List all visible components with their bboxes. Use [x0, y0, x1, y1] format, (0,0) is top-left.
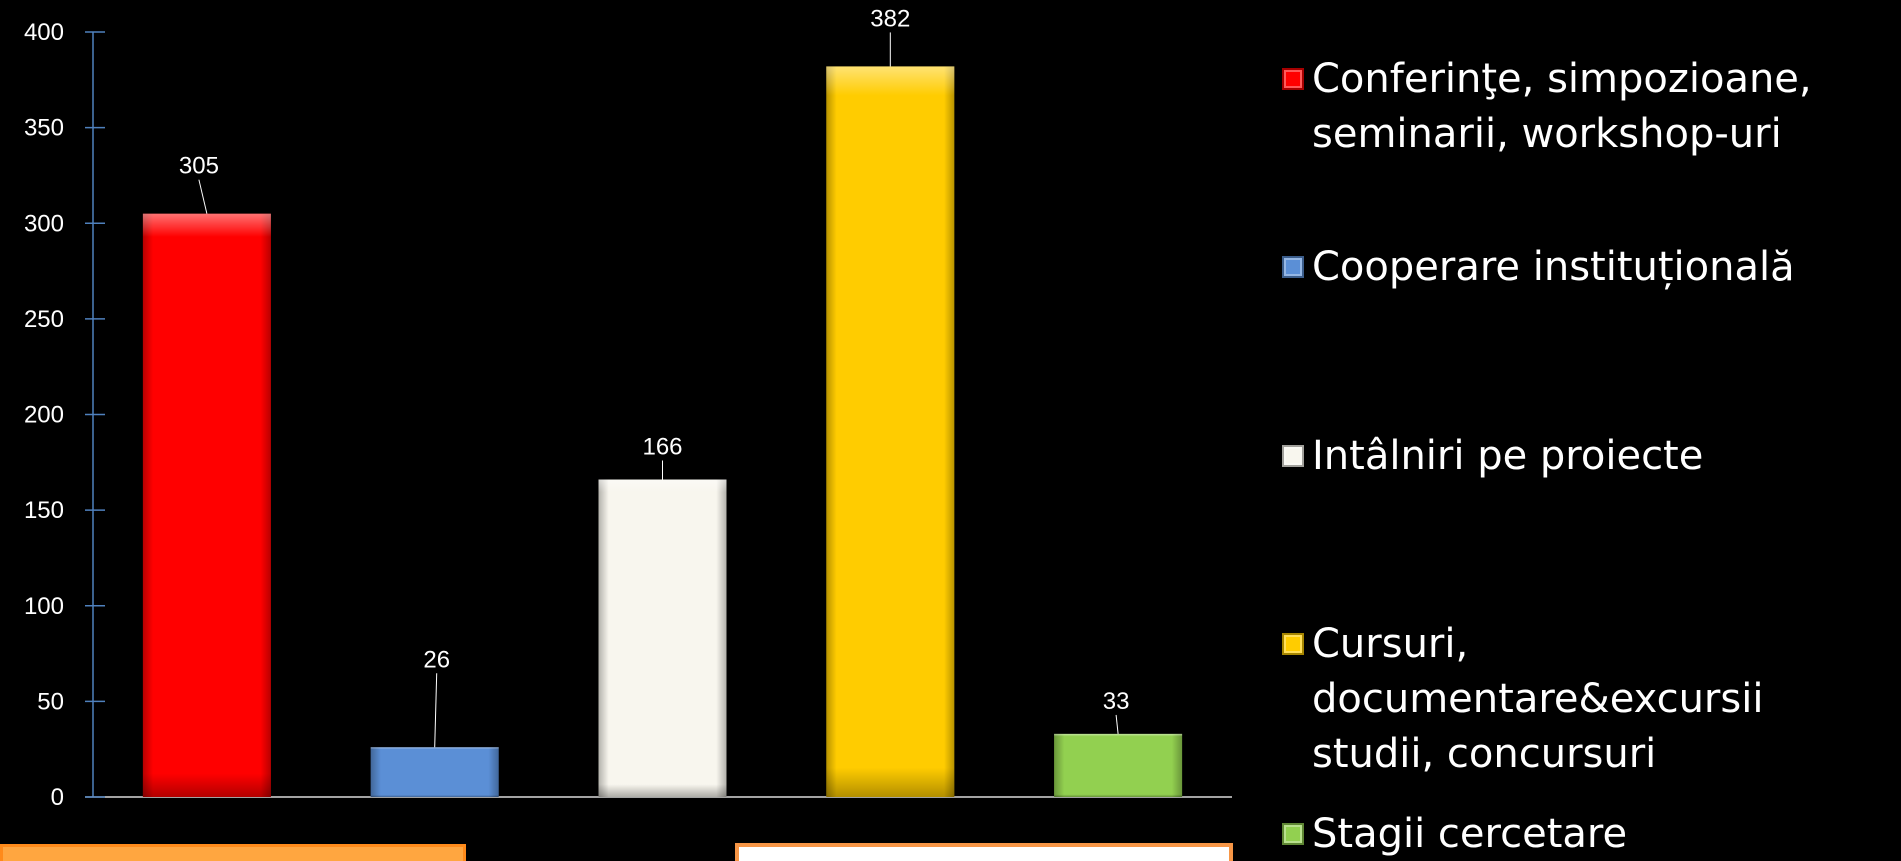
- legend-swatch: [1282, 256, 1304, 278]
- data-label: 305: [179, 153, 219, 180]
- axes: 0 50 100 150 200 250 300 350 400: [24, 19, 1232, 811]
- y-tick-label: 100: [24, 593, 64, 620]
- y-tick-label: 50: [37, 688, 64, 715]
- legend-item-cooperare: Cooperare instituțională: [1282, 240, 1872, 295]
- bar-highlight: [1054, 733, 1183, 797]
- bar-highlight: [598, 479, 727, 797]
- y-tick-label: 250: [24, 306, 64, 333]
- bottom-left-box: [0, 844, 466, 861]
- data-labels: 305 26 166 382 33: [179, 5, 1130, 748]
- data-label: 26: [423, 646, 450, 673]
- legend-label: Intâlniri pe proiecte: [1312, 433, 1704, 479]
- legend-label: Cooperare instituțională: [1312, 244, 1795, 290]
- bottom-right-box: [735, 843, 1233, 861]
- data-label: 166: [642, 434, 682, 461]
- legend-label: Conferinţe, simpozioane, seminarii, work…: [1312, 56, 1812, 157]
- legend-label: Cursuri, documentare&excursii studii, co…: [1312, 621, 1764, 777]
- legend-item-stagii: Stagii cercetare: [1282, 807, 1872, 861]
- y-tick-label: 400: [24, 19, 64, 46]
- y-tick-label: 0: [51, 784, 64, 811]
- legend-item-cursuri: Cursuri, documentare&excursii studii, co…: [1282, 617, 1872, 782]
- data-label-leader: [434, 673, 438, 748]
- legend-item-intalniri: Intâlniri pe proiecte: [1282, 429, 1872, 484]
- legend-swatch: [1282, 445, 1304, 467]
- legend-swatch: [1282, 823, 1304, 845]
- y-tick-label: 350: [24, 115, 64, 142]
- legend-label: Stagii cercetare: [1312, 811, 1628, 857]
- y-tick-label: 200: [24, 402, 64, 429]
- legend-item-conferinte: Conferinţe, simpozioane, seminarii, work…: [1282, 52, 1872, 162]
- data-label-leader: [1115, 714, 1119, 734]
- data-label: 382: [870, 5, 910, 32]
- bar-highlight: [142, 213, 271, 797]
- bar-highlight: [370, 747, 499, 797]
- data-label: 33: [1103, 688, 1130, 715]
- legend-swatch: [1282, 633, 1304, 655]
- legend-swatch: [1282, 68, 1304, 90]
- bar-highlight: [826, 66, 955, 798]
- y-tick-label: 150: [24, 497, 64, 524]
- bars: [142, 66, 1183, 798]
- y-tick-label: 300: [24, 210, 64, 237]
- data-label-leader: [198, 179, 208, 214]
